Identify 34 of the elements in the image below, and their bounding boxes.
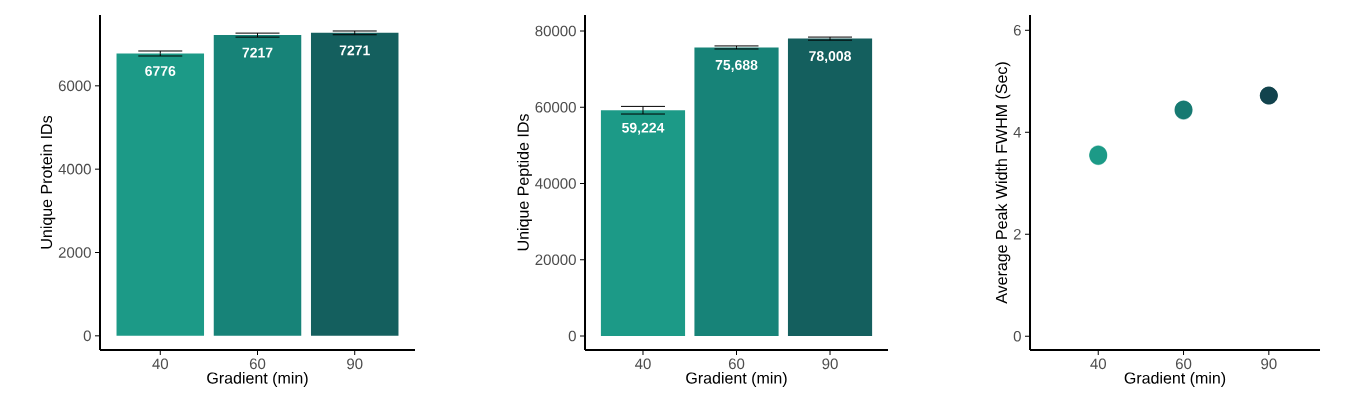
y-tick-label: 80000: [535, 25, 576, 37]
data-label: 7271: [339, 45, 370, 56]
data-label: 7217: [242, 47, 273, 58]
x-tick-label: 40: [634, 358, 651, 370]
y-tick-label: 4: [1013, 127, 1022, 138]
x-axis-title: Gradient (min): [1124, 371, 1226, 387]
data-label: 75,688: [715, 59, 758, 72]
x-tick-label: 90: [347, 358, 363, 370]
x-tick-label: 90: [822, 358, 838, 370]
data-label: 6776: [145, 66, 176, 76]
y-tick-label: 20000: [535, 254, 576, 266]
y-tick-label: 0: [568, 330, 576, 342]
y-tick-label: 2000: [58, 247, 91, 258]
y-tick-label: 6: [1013, 24, 1021, 36]
y-tick-label: 6000: [58, 80, 91, 92]
data-label: 78,008: [809, 51, 852, 64]
x-tick-label: 90: [1261, 358, 1277, 370]
x-tick-label: 40: [1090, 358, 1106, 370]
y-axis-title: Unique Protein IDs: [40, 115, 56, 249]
x-axis-title: Gradient (min): [207, 371, 308, 387]
y-tick-label: 2: [1013, 229, 1021, 240]
y-tick-label: 60000: [535, 101, 576, 113]
x-tick-label: 60: [249, 358, 266, 370]
x-axis-title: Gradient (min): [686, 371, 787, 387]
y-tick-label: 40000: [535, 178, 576, 189]
y-tick-label: 4000: [58, 163, 91, 175]
x-tick-label: 60: [728, 358, 745, 370]
y-tick-label: 0: [83, 330, 91, 342]
y-tick-label: 0: [1013, 330, 1021, 342]
data-label: 59,224: [622, 122, 665, 135]
y-axis-title: Unique Peptide IDs: [517, 114, 532, 251]
x-tick-label: 40: [152, 358, 169, 370]
y-axis-title: Average Peak Width FWHM (Sec): [995, 62, 1011, 304]
x-tick-label: 60: [1175, 358, 1192, 370]
